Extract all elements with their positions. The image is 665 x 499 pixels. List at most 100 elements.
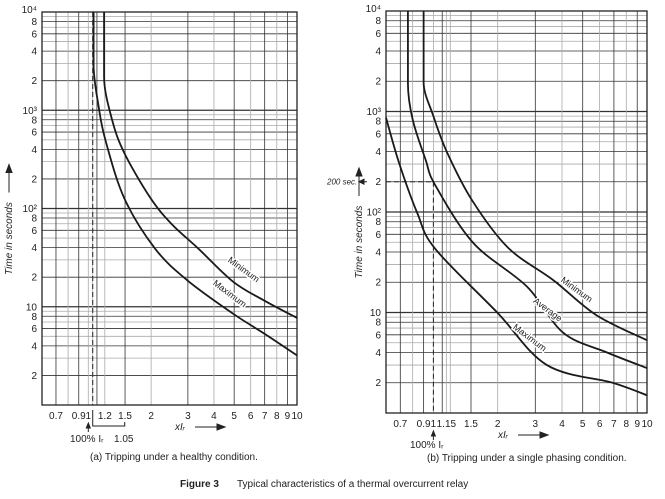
x-tick-label: 1.15 [437,419,457,430]
x-tick-label: 6 [248,411,254,422]
y-tick-label: 2 [31,273,37,284]
setting-label: 1.05 [114,434,134,445]
series-label-maximum: Maximum [211,278,248,309]
x-tick-label: 0.7 [49,411,63,422]
y-axis-label: Time in seconds [354,206,365,279]
y-tick-label: 6 [31,128,37,139]
y-tick-label: 8 [375,217,381,228]
x-tick-label: 9 [634,419,640,430]
x-tick-label: 0.7 [393,419,407,430]
y-tick-label: 2 [31,76,37,87]
y-tick-label: 2 [375,77,381,88]
x-tick-label: 7 [611,419,617,430]
y-tick-label: 4 [375,247,381,258]
y-tick-label: 6 [31,226,37,237]
chart-b [385,10,648,414]
plot-frame [385,10,648,414]
y-tick-label: 4 [375,147,381,158]
x-tick-label: 1 [86,411,92,422]
series-line-minimum [103,12,298,319]
series-line-minimum [422,11,648,342]
chart-a [41,11,298,406]
time-marker-arrow-icon [357,178,367,186]
series-line-maximum [385,117,648,397]
x-tick-label: 9 [285,411,291,422]
y-tick-label: 6 [375,129,381,140]
x-tick-label: 10 [291,411,303,422]
y-tick-label: 4 [31,341,37,352]
x-tick-label: 10 [641,419,653,430]
caption-b: (b) Tripping under a single phasing cond… [427,453,627,464]
x-axis-label: xIᵣ [174,422,186,433]
y-tick-label: 10³ [23,106,38,117]
y-tick-label: 2 [375,177,381,188]
series-line-average [407,11,648,369]
y-tick-label: 10² [23,204,38,215]
y-tick-label: 8 [31,214,37,225]
y-tick-label: 2 [375,278,381,289]
x-tick-label: 1.5 [464,419,478,430]
x-tick-label: 4 [211,411,217,422]
y-tick-label: 8 [375,16,381,27]
figure-title: Typical characteristics of a thermal ove… [237,479,469,490]
y-tick-label: 2 [31,371,37,382]
series-label-average: Average [531,296,564,324]
rated-current-label: 100% Iᵣ [410,440,444,451]
y-tick-label: 8 [375,318,381,329]
y-axis-label: Time in seconds [4,202,15,275]
y-tick-label: 2 [375,378,381,389]
y-tick-label: 8 [31,17,37,28]
series-line-maximum [92,12,298,357]
y-axis-arrow-icon [355,166,363,196]
y-tick-label: 10⁴ [22,5,37,16]
y-tick-label: 10² [367,208,382,219]
y-tick-label: 10 [26,302,38,313]
x-tick-label: 2 [148,411,154,422]
y-tick-label: 6 [375,29,381,40]
y-axis-arrow-icon [5,163,13,193]
y-tick-label: 6 [375,230,381,241]
x-axis-arrow-icon [195,423,227,431]
x-tick-label: 6 [597,419,603,430]
figure-label: Figure 3 [180,479,219,490]
y-tick-label: 2 [31,174,37,185]
y-tick-label: 6 [31,29,37,40]
rated-current-label: 100% Iᵣ [70,434,104,445]
plot-frame [41,11,298,406]
x-tick-label: 1.5 [118,411,132,422]
x-axis-arrow-icon [518,431,550,439]
y-tick-label: 8 [31,115,37,126]
y-tick-label: 4 [31,145,37,156]
y-tick-label: 8 [31,312,37,323]
x-tick-label: 0.9 [417,419,431,430]
x-tick-label: 1 [431,419,437,430]
caption-a: (a) Tripping under a healthy condition. [90,452,258,463]
y-tick-label: 4 [375,46,381,57]
y-tick-label: 10 [370,308,382,319]
y-tick-label: 10⁴ [366,4,381,15]
x-tick-label: 8 [274,411,280,422]
x-axis-label: xIᵣ [497,430,509,441]
y-tick-label: 6 [31,324,37,335]
x-tick-label: 8 [624,419,630,430]
x-tick-label: 4 [559,419,565,430]
setting-bracket [92,410,126,427]
x-tick-label: 3 [533,419,539,430]
y-tick-label: 6 [375,330,381,341]
y-tick-label: 4 [31,243,37,254]
x-tick-label: 7 [262,411,268,422]
y-tick-label: 8 [375,117,381,128]
x-tick-label: 1.2 [98,411,112,422]
x-tick-label: 0.9 [72,411,86,422]
x-tick-label: 5 [580,419,586,430]
rated-current-arrow-icon [430,429,437,440]
x-tick-label: 5 [231,411,237,422]
y-tick-label: 10³ [367,107,382,118]
y-tick-label: 4 [31,47,37,58]
series-label-maximum: Maximum [511,322,548,353]
x-tick-label: 3 [185,411,191,422]
y-tick-label: 4 [375,348,381,359]
rated-current-arrow-icon [85,421,92,432]
time-marker-label: 200 sec. [326,178,357,187]
